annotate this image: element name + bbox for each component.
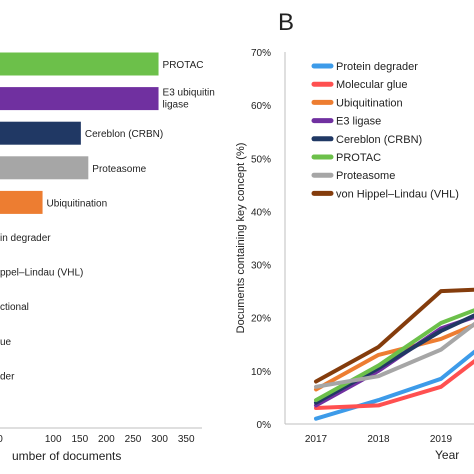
bar-3 [0,156,89,180]
bar-label-2: Cereblon (CRBN) [85,129,163,140]
series-line-6 [314,321,474,389]
panel-b-y-tick-labels: 0% 10% 20% 30% 40% 50% 60% 70% [251,48,271,431]
x-tick-2017: 2017 [305,434,328,445]
panel-b-series-lines [314,287,474,421]
panel-b-x-tick-labels: 2017 2018 2019 [305,434,453,445]
panel-b-letter: B [278,9,294,36]
y-tick-3: 30% [251,261,271,272]
series-line-4 [314,313,474,405]
panel-b-line-chart: B 0% 10% 20% 30% 40% 50% 60% 70% 2017 2018 2019 D… [235,9,474,462]
x-tick-150: 150 [71,434,88,445]
panel-a-x-tick-labels: 0 100 150 200 250 300 350 [0,434,195,445]
legend-label-3: E3 ligase [336,116,381,128]
legend-label-7: von Hippel–Lindau (VHL) [336,188,459,200]
x-tick-0: 0 [0,434,3,445]
legend-label-2: Ubiquitination [336,97,403,109]
bar-label-0: PROTAC [163,60,204,71]
y-tick-2: 20% [251,314,271,325]
bar-label-6: ppel–Lindau (VHL) [0,268,83,279]
series-line-7 [314,287,474,384]
panel-b-x-axis-label: Year [435,448,459,462]
bar-0 [0,52,159,76]
y-tick-7: 70% [251,48,271,59]
series-line-1 [314,359,474,411]
y-tick-4: 40% [251,207,271,218]
y-tick-1: 10% [251,367,271,378]
x-tick-250: 250 [125,434,142,445]
legend-label-6: Proteasome [336,170,395,182]
bar-4 [0,190,43,214]
bar-label-1-line-0: E3 ubiquitin [163,88,215,99]
y-tick-6: 60% [251,101,271,112]
y-tick-5: 50% [251,154,271,165]
panel-a-bars [0,52,159,214]
bar-label-1-line-1: ligase [163,100,190,111]
legend-label-4: Cereblon (CRBN) [336,134,422,146]
bar-1 [0,87,159,111]
bar-label-4: Ubiquitination [47,198,108,209]
legend-label-5: PROTAC [336,152,381,164]
bar-label-1: E3 ubiquitin ligase [163,88,215,111]
x-tick-350: 350 [178,434,195,445]
legend-label-1: Molecular glue [336,79,408,91]
bar-label-5: in degrader [0,233,51,244]
x-tick-200: 200 [98,434,115,445]
panel-b-y-axis-label: Documents containing key concept (%) [235,143,247,334]
bar-label-9: der [0,371,15,382]
bar-label-3: Proteasome [92,164,146,175]
panel-b-legend: Protein degrader Molecular glue Ubiquitina… [311,61,459,200]
bar-label-7: ctional [0,302,29,313]
y-tick-0: 0% [257,420,272,431]
x-tick-300: 300 [151,434,168,445]
x-tick-2018: 2018 [367,434,390,445]
panel-a-x-axis-label: umber of documents [12,449,121,463]
series-line-0 [314,349,474,421]
x-tick-100: 100 [45,434,62,445]
bar-label-8: ue [0,337,12,348]
bar-2 [0,121,81,145]
panel-a-bar-chart: PROTAC E3 ubiquitin ligase Cereblon (CRBN) P… [0,52,215,463]
x-tick-2019: 2019 [430,434,453,445]
panel-a-bar-labels: PROTAC E3 ubiquitin ligase Cereblon (CRBN) P… [0,60,215,382]
legend-label-0: Protein degrader [336,61,418,73]
